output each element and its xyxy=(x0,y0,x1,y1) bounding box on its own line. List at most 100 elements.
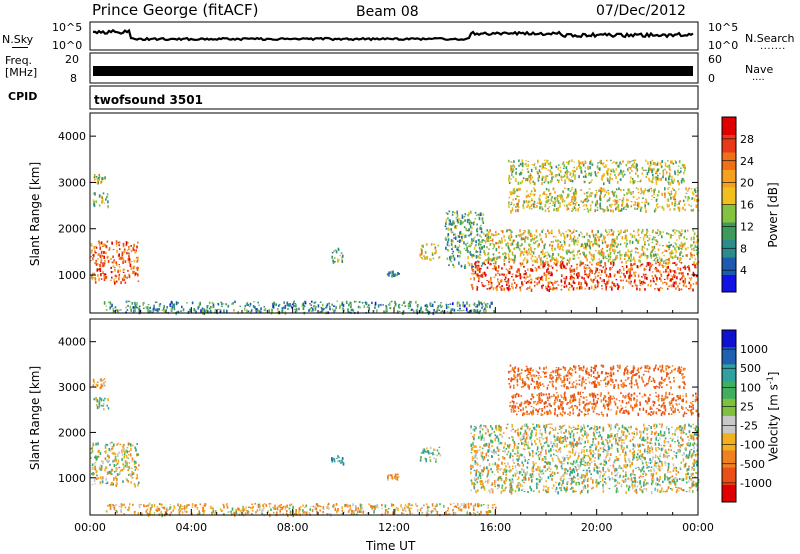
data-cell xyxy=(640,206,642,208)
data-cell xyxy=(482,458,485,461)
data-cell xyxy=(94,192,96,196)
data-cell xyxy=(639,284,642,287)
data-cell xyxy=(611,203,613,206)
data-cell xyxy=(604,269,607,273)
data-cell xyxy=(600,264,602,267)
data-cell xyxy=(641,190,643,193)
data-cell xyxy=(595,262,598,266)
data-cell xyxy=(573,241,575,246)
data-cell xyxy=(609,176,611,178)
data-cell xyxy=(484,271,486,275)
data-cell xyxy=(589,204,592,207)
data-cell xyxy=(566,169,568,171)
data-cell xyxy=(640,179,642,182)
data-cell xyxy=(662,172,665,176)
data-cell xyxy=(103,262,106,265)
data-cell xyxy=(621,266,624,268)
data-cell xyxy=(556,445,558,448)
data-cell xyxy=(628,167,631,169)
data-cell xyxy=(684,267,687,269)
data-cell xyxy=(685,192,688,194)
data-cell xyxy=(475,273,478,276)
data-cell xyxy=(512,248,515,250)
data-cell xyxy=(561,248,564,250)
data-cell xyxy=(632,191,634,193)
data-cell xyxy=(678,288,681,291)
data-cell xyxy=(599,481,602,483)
data-cell xyxy=(455,505,458,508)
data-cell xyxy=(159,503,161,506)
data-cell xyxy=(453,257,456,261)
data-cell xyxy=(494,233,497,237)
data-cell xyxy=(511,282,513,286)
data-cell xyxy=(319,301,322,303)
data-cell xyxy=(423,504,425,507)
data-cell xyxy=(664,162,667,164)
data-cell xyxy=(625,251,627,255)
data-cell xyxy=(461,235,463,239)
data-cell xyxy=(376,309,378,313)
data-cell xyxy=(301,303,304,307)
data-cell xyxy=(578,206,581,208)
data-cell xyxy=(646,255,648,257)
data-cell xyxy=(452,211,454,213)
data-cell xyxy=(586,201,588,203)
data-cell xyxy=(476,223,478,226)
data-cell xyxy=(530,168,533,173)
data-cell xyxy=(320,306,323,309)
data-cell xyxy=(510,168,512,173)
data-cell xyxy=(672,276,674,279)
data-cell xyxy=(656,256,658,259)
data-cell xyxy=(274,504,276,508)
data-cell xyxy=(436,511,439,515)
data-cell xyxy=(514,254,516,259)
data-cell xyxy=(433,457,435,460)
data-cell xyxy=(500,468,503,470)
data-cell xyxy=(572,287,575,291)
data-cell xyxy=(634,259,636,263)
data-cell xyxy=(128,260,131,264)
data-cell xyxy=(319,505,321,507)
data-cell xyxy=(622,286,624,290)
data-cell xyxy=(572,253,575,257)
data-cell xyxy=(389,307,391,309)
data-cell xyxy=(507,229,509,231)
data-cell xyxy=(295,509,297,513)
data-cell xyxy=(551,250,554,252)
data-cell xyxy=(108,455,110,459)
data-cell xyxy=(170,302,172,304)
data-cell xyxy=(554,239,557,242)
data-cell xyxy=(472,265,475,268)
data-cell xyxy=(658,277,661,280)
data-cell xyxy=(548,270,551,273)
data-cell xyxy=(575,230,578,232)
data-cell xyxy=(551,255,554,259)
data-cell xyxy=(239,305,241,307)
data-cell xyxy=(597,162,599,164)
data-cell xyxy=(482,484,484,488)
data-cell xyxy=(629,242,631,245)
data-cell xyxy=(562,175,564,178)
data-cell xyxy=(572,249,575,253)
data-cell xyxy=(118,466,121,469)
data-cell xyxy=(513,160,515,163)
data-cell xyxy=(544,179,546,182)
data-cell xyxy=(434,252,436,255)
data-cell xyxy=(450,228,452,231)
data-cell xyxy=(563,200,566,203)
data-cell xyxy=(574,196,577,198)
data-cell xyxy=(419,509,422,512)
data-cell xyxy=(616,245,618,248)
data-cell xyxy=(573,166,576,169)
data-cell xyxy=(521,281,523,285)
data-cell xyxy=(637,228,640,231)
data-cell xyxy=(452,263,454,266)
data-cell xyxy=(633,272,635,275)
data-cell xyxy=(138,506,141,509)
data-cell xyxy=(384,512,387,515)
data-cell xyxy=(488,231,491,234)
data-cell xyxy=(661,264,663,266)
data-cell xyxy=(684,195,687,199)
data-cell xyxy=(629,272,631,276)
data-cell xyxy=(101,460,103,462)
